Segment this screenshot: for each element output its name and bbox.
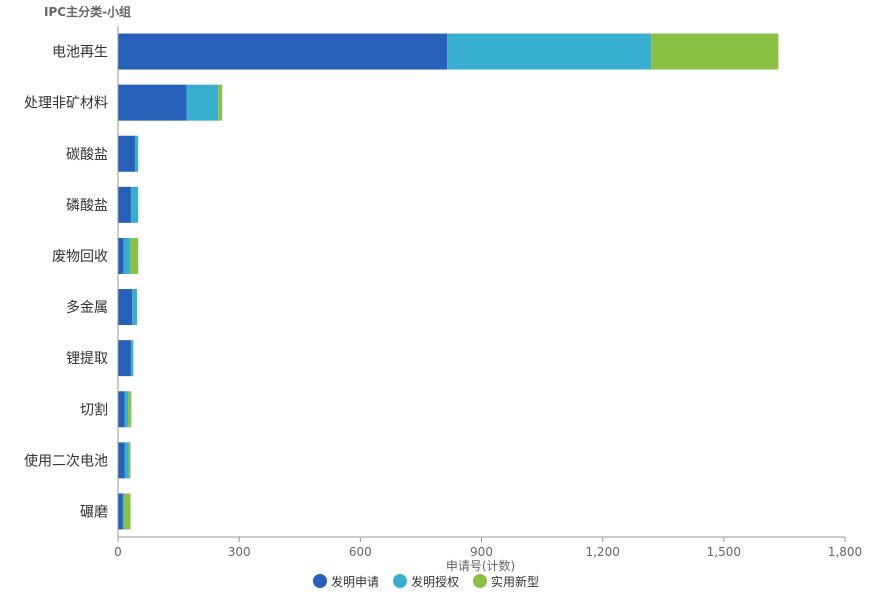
category-axis-group-label: IPC主分类-小组 — [44, 4, 131, 19]
value-axis-tick-label: 1,800 — [828, 545, 862, 559]
value-axis-tick-label: 1,500 — [707, 545, 741, 559]
bar-segment-1-row-1[interactable] — [118, 34, 447, 70]
category-label: 电池再生 — [52, 45, 108, 61]
bar-segment-1-row-9[interactable] — [118, 442, 125, 478]
bar-segment-3-row-1[interactable] — [651, 34, 778, 70]
legend-label: 发明授权 — [411, 574, 459, 589]
bar-segment-2-row-4[interactable] — [131, 187, 138, 223]
legend-label: 发明申请 — [331, 574, 379, 589]
bar-segment-2-row-8[interactable] — [125, 391, 128, 427]
bar-segment-3-row-10[interactable] — [124, 493, 130, 529]
legend-swatch — [393, 574, 407, 588]
bar-segment-1-row-7[interactable] — [118, 340, 131, 376]
legend-swatch — [473, 574, 487, 588]
bars-layer — [118, 34, 778, 530]
bar-segment-3-row-2[interactable] — [218, 85, 222, 121]
legend-swatch — [313, 574, 327, 588]
category-label: 磷酸盐 — [66, 198, 108, 214]
value-axis-tick-label: 600 — [349, 545, 372, 559]
bar-segment-2-row-2[interactable] — [187, 85, 219, 121]
bar-segment-2-row-6[interactable] — [132, 289, 137, 325]
legend[interactable]: 发明申请 发明授权 实用新型 — [313, 574, 539, 589]
category-label: 多金属 — [66, 299, 108, 316]
category-label: 切割 — [80, 401, 108, 418]
bar-segment-2-row-7[interactable] — [131, 340, 133, 376]
value-axis-ticks: 0 300 600 900 1,200 1,500 1,800 — [114, 537, 862, 559]
bar-segment-2-row-5[interactable] — [124, 238, 130, 274]
bar-segment-1-row-10[interactable] — [118, 493, 123, 529]
value-axis-tick-label: 0 — [114, 545, 122, 559]
category-labels: 电池再生处理非矿材料碳酸盐磷酸盐废物回收多金属锂提取切割使用二次电池碾磨 — [24, 45, 108, 521]
bar-segment-2-row-3[interactable] — [135, 136, 138, 172]
bar-segment-1-row-3[interactable] — [118, 136, 135, 172]
bar-segment-1-row-4[interactable] — [118, 187, 131, 223]
category-label: 废物回收 — [52, 249, 108, 265]
bar-segment-3-row-5[interactable] — [130, 238, 138, 274]
value-axis-tick-label: 900 — [470, 545, 493, 559]
bar-segment-1-row-2[interactable] — [118, 85, 187, 121]
bar-segment-2-row-10[interactable] — [123, 493, 124, 529]
category-label: 使用二次电池 — [24, 452, 108, 469]
legend-item-1[interactable]: 发明申请 — [313, 574, 379, 589]
bar-segment-3-row-9[interactable] — [129, 442, 131, 478]
bar-segment-3-row-8[interactable] — [128, 391, 131, 427]
bar-segment-1-row-8[interactable] — [118, 391, 125, 427]
bar-segment-1-row-6[interactable] — [118, 289, 132, 325]
bar-segment-2-row-9[interactable] — [125, 442, 129, 478]
category-label: 碳酸盐 — [66, 147, 108, 163]
legend-item-3[interactable]: 实用新型 — [473, 574, 539, 589]
category-label: 碾磨 — [80, 504, 108, 520]
category-label: 处理非矿材料 — [24, 96, 108, 112]
bar-segment-1-row-5[interactable] — [118, 238, 124, 274]
category-label: 锂提取 — [66, 351, 108, 367]
legend-item-2[interactable]: 发明授权 — [393, 574, 459, 589]
bar-segment-2-row-1[interactable] — [447, 34, 651, 70]
value-axis-tick-label: 300 — [228, 545, 251, 559]
value-axis-tick-label: 1,200 — [585, 545, 619, 559]
value-axis-title: 申请号(计数) — [446, 558, 515, 573]
legend-label: 实用新型 — [491, 574, 539, 589]
